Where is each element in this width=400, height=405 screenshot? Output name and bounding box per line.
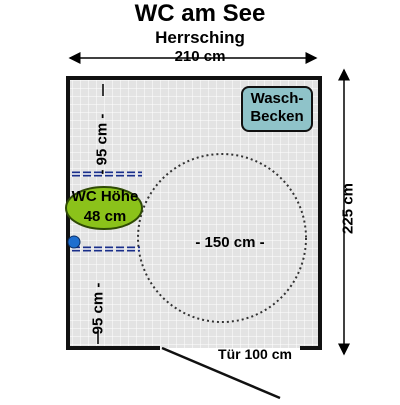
wash-basin-label-line2: Becken: [250, 108, 304, 125]
turning-circle: [137, 153, 307, 323]
wash-basin: [241, 86, 313, 132]
page-title: WC am See: [134, 0, 266, 27]
left-top-dimension-label: - 95 cm -: [93, 113, 111, 175]
width-dimension-label: 210 cm: [174, 48, 226, 65]
page-subtitle: Herrsching: [155, 28, 245, 47]
turning-circle-label: - 150 cm -: [195, 234, 265, 251]
left-bottom-dimension-label: 95 cm -: [89, 282, 107, 335]
wc-height-label-line1: WC Höhe: [71, 188, 139, 205]
flush-button: [67, 235, 81, 249]
wc-bowl: [65, 186, 143, 230]
wc-height-label-line2: 48 cm: [83, 208, 127, 225]
door-width-label: Tür 100 cm: [218, 346, 292, 362]
wash-basin-label-line1: Wasch-: [250, 90, 304, 107]
height-dimension-label: 225 cm: [339, 183, 357, 234]
door-leaf: [161, 346, 281, 400]
